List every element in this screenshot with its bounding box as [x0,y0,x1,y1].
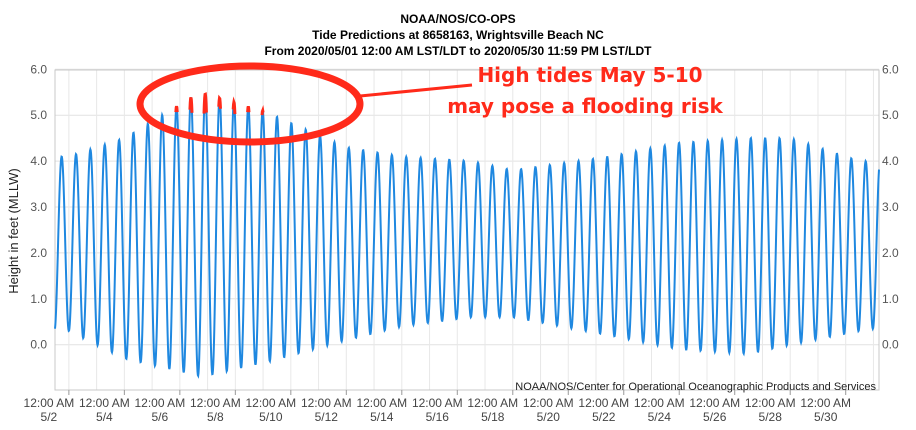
x-tick-time-label: 12:00 AM [356,396,407,410]
y-tick-label-right: 3.0 [882,200,899,214]
y-tick-label-left: 1.0 [30,292,47,306]
tide-line [54,92,880,379]
y-tick-label-right: 1.0 [882,292,899,306]
x-tick-date-label: 5/26 [703,410,727,424]
x-tick-time-label: 12:00 AM [134,396,185,410]
flood-risk-peak [188,96,194,113]
y-tick-label-right: 6.0 [882,62,899,76]
y-axis-left: 6.0 5.0 4.0 3.0 2.0 1.0 0.0 [30,62,47,351]
x-tick-time-label: 12:00 AM [467,396,518,410]
flood-risk-peak [202,92,208,114]
y-tick-label-left: 0.0 [30,338,47,352]
x-tick-time-label: 12:00 AM [578,396,629,410]
flood-risk-peak [217,94,222,109]
x-tick-time-label: 12:00 AM [301,396,352,410]
x-tick-date-label: 5/18 [481,410,505,424]
y-axis-label: Height in feet (MLLW) [6,168,21,293]
y-tick-label-right: 0.0 [882,338,899,352]
x-tick-date-label: 5/6 [152,410,169,424]
flood-risk-peak [246,106,251,113]
flood-risk-peak [231,96,237,115]
x-tick-date-label: 5/20 [537,410,561,424]
x-tick-date-label: 5/8 [207,410,224,424]
x-tick-date-label: 5/22 [592,410,616,424]
chart-subtitle-range: From 2020/05/01 12:00 AM LST/LDT to 2020… [264,44,652,58]
y-tick-label-right: 2.0 [882,246,899,260]
x-tick-time-label: 12:00 AM [190,396,241,410]
x-tick-time-label: 12:00 AM [412,396,463,410]
chart-subtitle-station: Tide Predictions at 8658163, Wrightsvill… [312,28,604,42]
highlight-ellipse [136,62,364,146]
x-tick-time-label: 12:00 AM [245,396,296,410]
annotation-line-2: may pose a flooding risk [447,94,723,118]
x-tick-time-label: 12:00 AM [689,396,740,410]
y-tick-label-left: 4.0 [30,154,47,168]
tide-series [54,92,880,379]
flood-risk-peak [260,105,265,116]
x-tick-date-label: 5/14 [370,410,394,424]
x-tick-time-label: 12:00 AM [523,396,574,410]
x-tick-date-label: 5/24 [648,410,672,424]
x-tick-date-label: 5/2 [41,410,58,424]
x-axis: 12:00 AM5/212:00 AM5/412:00 AM5/612:00 A… [24,390,851,424]
source-credit: NOAA/NOS/Center for Operational Oceanogr… [515,381,876,393]
y-tick-label-left: 6.0 [30,62,47,76]
x-tick-date-label: 5/4 [96,410,113,424]
x-tick-date-label: 5/28 [759,410,783,424]
y-tick-label-right: 5.0 [882,108,899,122]
annotation-pointer [359,83,473,98]
plot-border [54,69,880,391]
x-tick-time-label: 12:00 AM [79,396,130,410]
x-tick-date-label: 5/10 [259,410,283,424]
x-tick-time-label: 12:00 AM [24,396,75,410]
chart-title: NOAA/NOS/CO-OPS [400,12,515,26]
y-tick-label-left: 2.0 [30,246,47,260]
x-tick-date-label: 5/16 [426,410,450,424]
flood-risk-peak [174,105,179,113]
y-tick-label-right: 4.0 [882,154,899,168]
annotation-line-1: High tides May 5-10 [477,63,702,87]
x-tick-time-label: 12:00 AM [634,396,685,410]
y-axis-right: 6.0 5.0 4.0 3.0 2.0 1.0 0.0 [882,62,899,351]
y-tick-label-left: 5.0 [30,108,47,122]
x-tick-date-label: 5/12 [315,410,339,424]
x-tick-time-label: 12:00 AM [800,396,851,410]
y-tick-label-left: 3.0 [30,200,47,214]
x-tick-date-label: 5/30 [814,410,838,424]
x-tick-time-label: 12:00 AM [745,396,796,410]
